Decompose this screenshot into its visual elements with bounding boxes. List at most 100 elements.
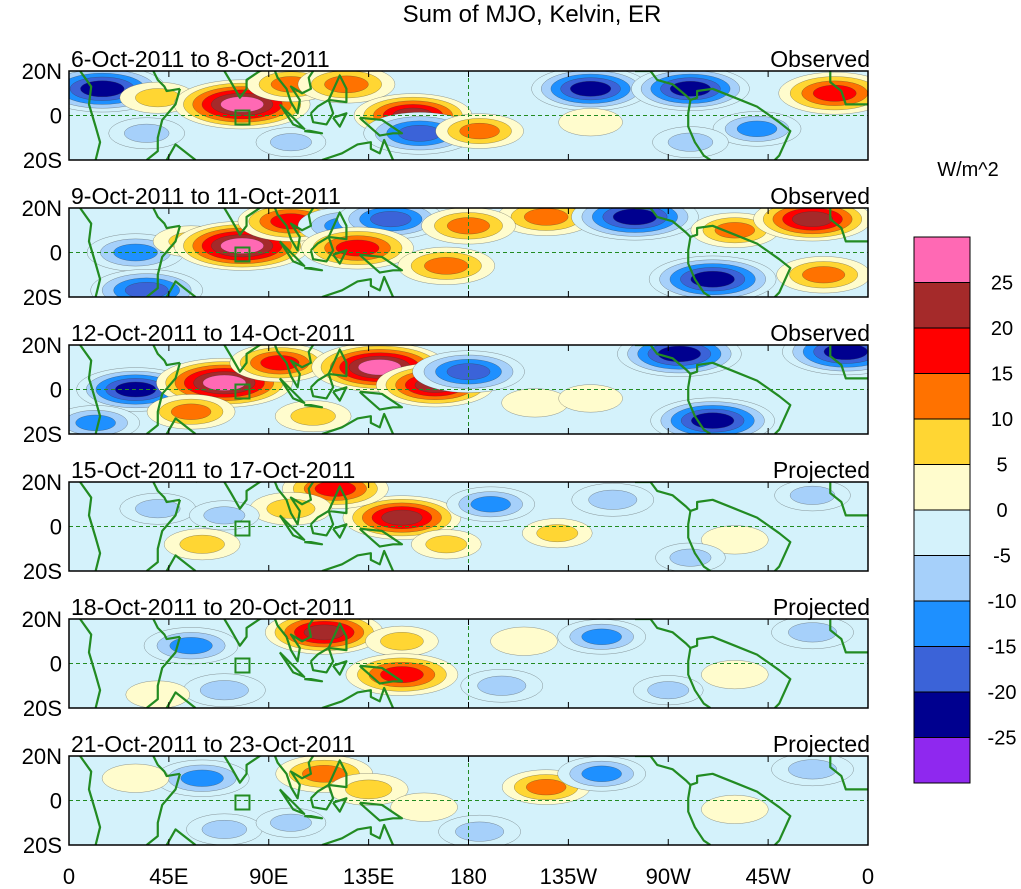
coastline (309, 98, 335, 126)
reference-box (234, 520, 251, 537)
anomaly-contour (581, 628, 622, 645)
colorbar-label: -25 (988, 728, 1017, 750)
anomaly-contour (581, 765, 622, 782)
coastline (321, 686, 395, 708)
lat-tick-label: 20N (22, 607, 62, 632)
anomaly-contour (380, 632, 424, 651)
lon-tick-label: 45E (149, 864, 188, 889)
coastline (829, 482, 868, 517)
anomaly-contour (570, 81, 612, 97)
anomaly-contour (199, 680, 249, 701)
coastline (304, 129, 324, 135)
coastline (829, 71, 868, 106)
anomaly-contour (424, 257, 469, 275)
lat-tick-label: 20S (23, 285, 62, 310)
anomaly-contour (381, 509, 423, 526)
anomaly-contour (789, 485, 836, 505)
colorbar-label: -5 (993, 546, 1011, 568)
lat-tick-label: 20N (22, 470, 62, 495)
colorbar-label: 0 (996, 500, 1007, 522)
anomaly-contour (124, 123, 170, 143)
coastline (327, 348, 348, 378)
anomaly-contour (714, 222, 756, 239)
anomaly-contour (812, 84, 857, 102)
coastline (195, 208, 315, 252)
anomaly-contour (270, 813, 312, 832)
coastline (327, 759, 348, 789)
colorbar-label: 15 (991, 364, 1013, 386)
coastline (634, 619, 792, 708)
lon-tick-label: 45W (746, 864, 791, 889)
colorbar-label: 25 (991, 273, 1013, 295)
coastline (195, 345, 315, 389)
coastline (152, 71, 181, 93)
coastline (145, 225, 182, 297)
anomaly-contour (477, 675, 527, 696)
anomaly-contour (397, 124, 442, 142)
coastline (358, 253, 404, 274)
coastline (309, 509, 335, 537)
anomaly-contour (179, 534, 225, 554)
map-panel: 20N 0 20S 12-Oct-2011 to 14-Oct-2011 Observe… (22, 320, 870, 447)
coastline (145, 362, 182, 434)
coastline (309, 372, 335, 400)
colorbar-label: 5 (996, 455, 1007, 477)
anomaly-contour (588, 489, 638, 510)
anomaly-contour (270, 133, 312, 152)
coastline (278, 103, 306, 130)
lat-tick-label: 20S (23, 148, 62, 173)
coastline (165, 828, 197, 845)
lat-tick-label: 20S (23, 696, 62, 721)
coastline (321, 275, 395, 297)
colorbar: W/m^2 25 20 15 10 5 0 -5 -10 -15 -20 -25 (913, 159, 1017, 784)
field (69, 482, 868, 571)
coastline (145, 499, 182, 571)
coastline (687, 784, 712, 845)
coastline (165, 417, 197, 434)
coastline (358, 664, 404, 685)
anomaly-contour (455, 821, 505, 842)
reference-box (234, 657, 251, 674)
anomaly-contour (220, 96, 264, 113)
field (69, 756, 868, 845)
lat-tick-label: 0 (50, 515, 62, 540)
anomaly-contour (701, 525, 769, 555)
coastline (358, 116, 404, 137)
anomaly-contour (647, 681, 690, 700)
lat-tick-label: 20N (22, 196, 62, 221)
anomaly-contour (370, 211, 412, 228)
coastline (332, 797, 348, 813)
anomaly-contour (425, 535, 468, 554)
anomaly-contour (788, 759, 837, 780)
coastline (634, 756, 792, 845)
anomaly-contour (691, 412, 735, 429)
panel-period: 21-Oct-2011 to 23-Oct-2011 (71, 731, 355, 757)
coastline (327, 74, 348, 104)
lat-tick-label: 20N (22, 333, 62, 358)
coastline (321, 412, 395, 434)
colorbar-label: 10 (991, 409, 1013, 431)
coastline (687, 373, 712, 434)
coastline (152, 345, 181, 367)
lat-tick-label: 0 (50, 652, 62, 677)
coastline (687, 99, 712, 160)
coastline (327, 485, 348, 515)
anomaly-contour (501, 388, 569, 418)
field (69, 619, 868, 708)
coastline (321, 138, 395, 160)
coastline (309, 646, 335, 674)
colorbar-swatch (913, 327, 971, 374)
coastline (195, 619, 315, 663)
anomaly-contour (135, 88, 181, 108)
anomaly-contour (180, 769, 224, 787)
colorbar-label: -10 (988, 591, 1017, 613)
lon-tick-label: 135E (343, 864, 394, 889)
panel-status: Projected (773, 457, 870, 483)
coastline (687, 510, 712, 571)
anomaly-contour (690, 270, 735, 288)
map-panel: 20N 0 20S 15-Oct-2011 to 17-Oct-2011 Project… (22, 457, 870, 584)
coastline (358, 801, 404, 822)
lon-tick-label: 135W (540, 864, 598, 889)
coastline (152, 208, 181, 230)
